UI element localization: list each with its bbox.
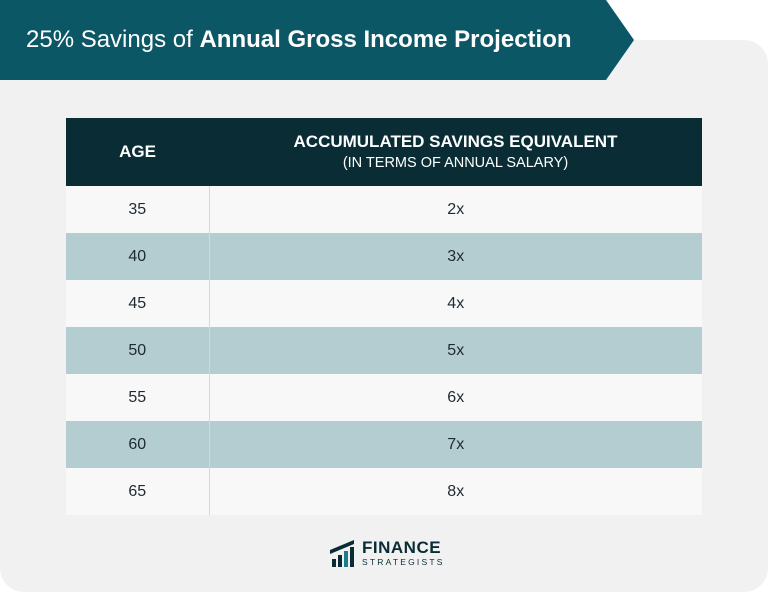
table-row: 40 3x <box>66 233 702 280</box>
page-title: 25% Savings of Annual Gross Income Proje… <box>26 0 572 80</box>
logo-name: FINANCE <box>362 538 442 558</box>
savings-cell: 8x <box>209 468 702 515</box>
title-banner: 25% Savings of Annual Gross Income Proje… <box>0 0 634 80</box>
title-prefix: 25% Savings of <box>26 26 193 53</box>
age-cell: 40 <box>66 233 210 280</box>
age-cell: 60 <box>66 421 210 468</box>
savings-cell: 4x <box>209 280 702 327</box>
savings-cell: 2x <box>209 186 702 233</box>
header-savings-title: ACCUMULATED SAVINGS EQUIVALENT <box>293 132 618 151</box>
table-row: 50 5x <box>66 327 702 374</box>
savings-table: AGE ACCUMULATED SAVINGS EQUIVALENT (IN T… <box>66 118 702 515</box>
table-row: 55 6x <box>66 374 702 421</box>
header-age: AGE <box>66 118 209 186</box>
savings-cell: 3x <box>209 233 702 280</box>
age-cell: 65 <box>66 468 210 515</box>
header-savings-subtitle: (IN TERMS OF ANNUAL SALARY) <box>342 155 569 171</box>
title-bold: Annual Gross Income Projection <box>199 26 572 53</box>
age-cell: 45 <box>66 280 210 327</box>
table-row: 60 7x <box>66 421 702 468</box>
age-cell: 50 <box>66 327 210 374</box>
savings-cell: 6x <box>209 374 702 421</box>
table-row: 65 8x <box>66 468 702 515</box>
header-savings: ACCUMULATED SAVINGS EQUIVALENT (IN TERMS… <box>209 118 702 186</box>
age-cell: 35 <box>66 186 210 233</box>
savings-cell: 5x <box>209 327 702 374</box>
table-row: 35 2x <box>66 186 702 233</box>
table-header-row: AGE ACCUMULATED SAVINGS EQUIVALENT (IN T… <box>66 118 702 186</box>
age-cell: 55 <box>66 374 210 421</box>
table-row: 45 4x <box>66 280 702 327</box>
finance-strategists-logo-icon <box>330 540 354 567</box>
logo-subtitle: STRATEGISTS <box>362 557 445 568</box>
finance-strategists-logo: FINANCE STRATEGISTS <box>328 537 445 569</box>
savings-cell: 7x <box>209 421 702 468</box>
